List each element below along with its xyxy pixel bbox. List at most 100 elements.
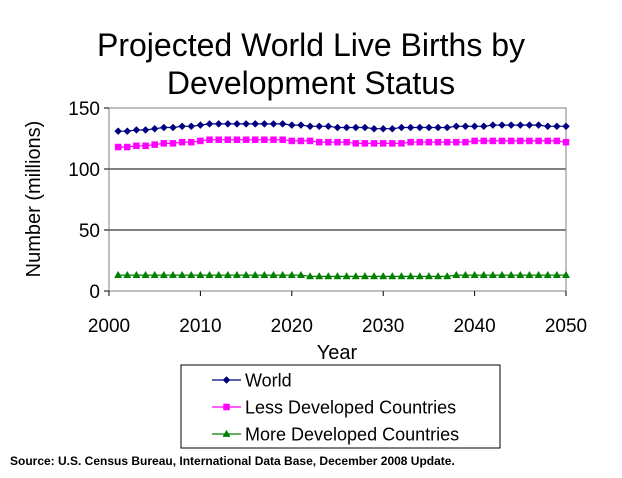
- gridlines: [109, 168, 566, 231]
- data-point-more-developed-countries: [370, 272, 379, 280]
- data-point-less-developed-countries: [325, 138, 332, 146]
- legend-label-world: World: [245, 371, 292, 391]
- data-point-world: [525, 121, 534, 129]
- data-point-more-developed-countries: [159, 270, 168, 278]
- data-point-less-developed-countries: [498, 137, 506, 145]
- data-point-world: [543, 122, 552, 131]
- data-point-more-developed-countries: [552, 270, 561, 278]
- data-point-world: [361, 123, 369, 132]
- data-point-less-developed-countries: [389, 140, 396, 147]
- data-point-more-developed-countries: [232, 270, 241, 278]
- data-point-more-developed-countries: [306, 272, 315, 280]
- data-point-less-developed-countries: [480, 137, 487, 145]
- data-point-more-developed-countries: [543, 270, 552, 278]
- data-point-less-developed-countries: [352, 140, 360, 147]
- data-point-world: [324, 122, 333, 131]
- data-point-more-developed-countries: [424, 272, 433, 280]
- data-point-world: [333, 123, 342, 132]
- data-point-more-developed-countries: [187, 270, 196, 278]
- data-point-more-developed-countries: [123, 270, 132, 278]
- data-point-world: [370, 124, 378, 133]
- data-point-world: [260, 120, 269, 128]
- data-point-world: [443, 123, 452, 132]
- data-point-world: [297, 121, 305, 129]
- legend-label-less-developed-countries: Less Developed Countries: [245, 398, 456, 418]
- legend-label-more-developed-countries: More Developed Countries: [245, 425, 459, 445]
- data-point-less-developed-countries: [215, 136, 222, 143]
- data-point-more-developed-countries: [168, 270, 178, 278]
- data-point-world: [123, 127, 132, 136]
- data-point-more-developed-countries: [324, 272, 333, 280]
- data-point-less-developed-countries: [242, 136, 250, 143]
- data-point-more-developed-countries: [242, 270, 251, 278]
- data-point-less-developed-countries: [379, 140, 387, 147]
- data-point-world: [251, 120, 260, 128]
- data-point-more-developed-countries: [150, 270, 159, 278]
- series-group: [114, 120, 571, 280]
- data-point-world: [397, 123, 406, 132]
- data-point-less-developed-countries: [224, 136, 232, 143]
- data-point-less-developed-countries: [124, 143, 131, 151]
- data-point-world: [269, 120, 278, 128]
- data-point-more-developed-countries: [406, 272, 415, 280]
- y-tick-label: 150: [68, 99, 100, 120]
- data-point-less-developed-countries: [169, 140, 177, 147]
- legend-marker-world: [222, 376, 231, 384]
- data-point-less-developed-countries: [306, 137, 314, 145]
- data-point-more-developed-countries: [516, 270, 525, 278]
- data-point-less-developed-countries: [416, 138, 424, 146]
- data-point-world: [242, 120, 250, 128]
- data-point-more-developed-countries: [452, 270, 461, 278]
- data-point-less-developed-countries: [343, 138, 350, 146]
- data-point-world: [479, 122, 488, 131]
- data-point-more-developed-countries: [342, 272, 351, 280]
- data-point-world: [534, 121, 543, 129]
- data-point-less-developed-countries: [398, 140, 405, 147]
- data-point-more-developed-countries: [388, 272, 397, 280]
- y-tick-label: 100: [68, 160, 100, 181]
- x-tick-label: 2030: [362, 316, 404, 337]
- data-point-less-developed-countries: [361, 140, 369, 147]
- data-point-world: [425, 123, 433, 132]
- data-point-less-developed-countries: [544, 137, 551, 145]
- data-point-less-developed-countries: [206, 136, 213, 143]
- data-point-world: [178, 122, 186, 131]
- data-point-more-developed-countries: [461, 270, 470, 278]
- data-point-world: [470, 122, 479, 131]
- data-point-more-developed-countries: [141, 270, 150, 278]
- data-point-less-developed-countries: [288, 137, 296, 145]
- data-point-more-developed-countries: [415, 272, 424, 280]
- data-point-more-developed-countries: [278, 270, 287, 278]
- data-point-more-developed-countries: [178, 270, 187, 278]
- x-tick-label: 2050: [545, 316, 587, 337]
- data-point-more-developed-countries: [443, 272, 452, 280]
- data-point-world: [562, 122, 570, 131]
- data-point-world: [132, 126, 141, 134]
- data-point-world: [507, 121, 516, 129]
- data-point-world: [187, 122, 196, 131]
- data-point-more-developed-countries: [296, 270, 305, 278]
- data-point-less-developed-countries: [160, 140, 168, 147]
- legend-marker-less-developed-countries: [223, 403, 230, 411]
- data-point-more-developed-countries: [351, 272, 360, 280]
- x-tick-label: 2000: [88, 316, 130, 337]
- data-point-less-developed-countries: [370, 140, 378, 147]
- data-point-more-developed-countries: [196, 270, 205, 278]
- data-point-more-developed-countries: [287, 270, 296, 278]
- data-point-more-developed-countries: [132, 270, 141, 278]
- x-tick-label: 2020: [271, 316, 313, 337]
- data-point-less-developed-countries: [233, 136, 241, 143]
- data-point-more-developed-countries: [379, 272, 388, 280]
- data-point-world: [169, 123, 177, 132]
- series-line-more-developed-countries: [118, 274, 566, 277]
- data-point-world: [351, 123, 360, 132]
- data-point-less-developed-countries: [315, 138, 323, 146]
- data-point-less-developed-countries: [297, 137, 305, 145]
- data-point-world: [516, 121, 525, 129]
- data-point-more-developed-countries: [561, 270, 571, 278]
- data-point-more-developed-countries: [251, 270, 260, 278]
- source-note: Source: U.S. Census Bureau, Internationa…: [10, 454, 455, 468]
- data-point-less-developed-countries: [114, 143, 122, 151]
- data-point-less-developed-countries: [535, 137, 542, 145]
- data-point-world: [406, 123, 415, 132]
